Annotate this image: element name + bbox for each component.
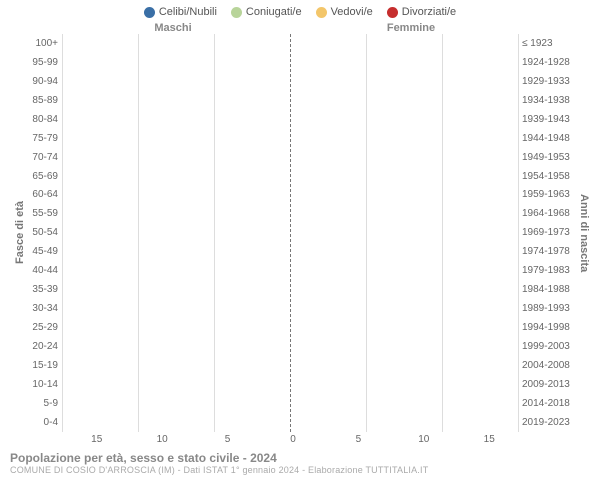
- legend-item: Celibi/Nubili: [144, 6, 217, 18]
- legend-item: Divorziati/e: [387, 6, 456, 18]
- xtick: 15: [64, 434, 129, 445]
- ytick-age: 80-84: [28, 114, 58, 125]
- ytick-age: 65-69: [28, 171, 58, 182]
- gridline: [138, 34, 139, 432]
- ytick-age: 95-99: [28, 57, 58, 68]
- ytick-birth: 2004-2008: [522, 360, 576, 371]
- xtick: 5: [326, 434, 391, 445]
- ytick-age: 55-59: [28, 208, 58, 219]
- xtick: 0: [260, 434, 325, 445]
- legend-item: Vedovi/e: [316, 6, 373, 18]
- y-axis-label-left: Fasce di età: [12, 34, 28, 432]
- ytick-birth: 1954-1958: [522, 171, 576, 182]
- legend-dot: [316, 7, 327, 18]
- gender-header: Maschi Femmine: [0, 22, 600, 34]
- legend: Celibi/Nubili Coniugati/e Vedovi/e Divorzia…: [0, 0, 600, 22]
- legend-label: Divorziati/e: [402, 6, 456, 18]
- ytick-birth: 1969-1973: [522, 227, 576, 238]
- ytick-birth: 2009-2013: [522, 379, 576, 390]
- ytick-birth: ≤ 1923: [522, 38, 576, 49]
- ytick-age: 5-9: [28, 398, 58, 409]
- ytick-age: 60-64: [28, 189, 58, 200]
- ytick-age: 90-94: [28, 76, 58, 87]
- ytick-age: 40-44: [28, 265, 58, 276]
- x-axis: 15105051015: [0, 432, 600, 445]
- gridline: [62, 34, 63, 432]
- ytick-birth: 1924-1928: [522, 57, 576, 68]
- ytick-birth: 1964-1968: [522, 208, 576, 219]
- caption: Popolazione per età, sesso e stato civil…: [0, 445, 600, 475]
- ytick-birth: 1939-1943: [522, 114, 576, 125]
- legend-dot: [144, 7, 155, 18]
- gridline: [442, 34, 443, 432]
- y-axis-label-right: Anni di nascita: [576, 34, 592, 432]
- gridline: [366, 34, 367, 432]
- legend-dot: [231, 7, 242, 18]
- ytick-birth: 1999-2003: [522, 341, 576, 352]
- legend-item: Coniugati/e: [231, 6, 302, 18]
- caption-title: Popolazione per età, sesso e stato civil…: [10, 451, 590, 465]
- ytick-age: 10-14: [28, 379, 58, 390]
- ytick-birth: 1944-1948: [522, 133, 576, 144]
- gender-female-label: Femmine: [292, 22, 530, 34]
- ytick-birth: 1994-1998: [522, 322, 576, 333]
- ytick-age: 15-19: [28, 360, 58, 371]
- ytick-age: 75-79: [28, 133, 58, 144]
- ytick-age: 100+: [28, 38, 58, 49]
- gender-male-label: Maschi: [54, 22, 292, 34]
- legend-label: Coniugati/e: [246, 6, 302, 18]
- ytick-age: 25-29: [28, 322, 58, 333]
- ytick-birth: 1949-1953: [522, 152, 576, 163]
- ytick-age: 70-74: [28, 152, 58, 163]
- xtick: 10: [129, 434, 194, 445]
- plot-area: [62, 34, 518, 432]
- y-ticks-age: 100+ 95-99 90-94 85-89 80-84 75-79 70-74 65-69 6…: [28, 34, 62, 432]
- chart-area: Fasce di età 100+ 95-99 90-94 85-89 80-84 75-…: [0, 34, 600, 432]
- ytick-age: 50-54: [28, 227, 58, 238]
- ytick-age: 85-89: [28, 95, 58, 106]
- center-axis: [290, 34, 291, 432]
- ytick-birth: 1974-1978: [522, 246, 576, 257]
- legend-label: Vedovi/e: [331, 6, 373, 18]
- ytick-birth: 1984-1988: [522, 284, 576, 295]
- ytick-birth: 1959-1963: [522, 189, 576, 200]
- xtick: 5: [195, 434, 260, 445]
- ytick-birth: 2019-2023: [522, 417, 576, 428]
- legend-label: Celibi/Nubili: [159, 6, 217, 18]
- xtick: 10: [391, 434, 456, 445]
- ytick-birth: 1934-1938: [522, 95, 576, 106]
- caption-subtitle: COMUNE DI COSIO D'ARROSCIA (IM) - Dati I…: [10, 465, 590, 475]
- ytick-birth: 1989-1993: [522, 303, 576, 314]
- ytick-age: 30-34: [28, 303, 58, 314]
- ytick-birth: 2014-2018: [522, 398, 576, 409]
- ytick-age: 20-24: [28, 341, 58, 352]
- ytick-birth: 1929-1933: [522, 76, 576, 87]
- gridline: [518, 34, 519, 432]
- ytick-age: 35-39: [28, 284, 58, 295]
- ytick-birth: 1979-1983: [522, 265, 576, 276]
- gridline: [214, 34, 215, 432]
- y-ticks-birth: ≤ 1923 1924-1928 1929-1933 1934-1938 1939-19…: [518, 34, 576, 432]
- xtick: 15: [457, 434, 522, 445]
- ytick-age: 0-4: [28, 417, 58, 428]
- ytick-age: 45-49: [28, 246, 58, 257]
- legend-dot: [387, 7, 398, 18]
